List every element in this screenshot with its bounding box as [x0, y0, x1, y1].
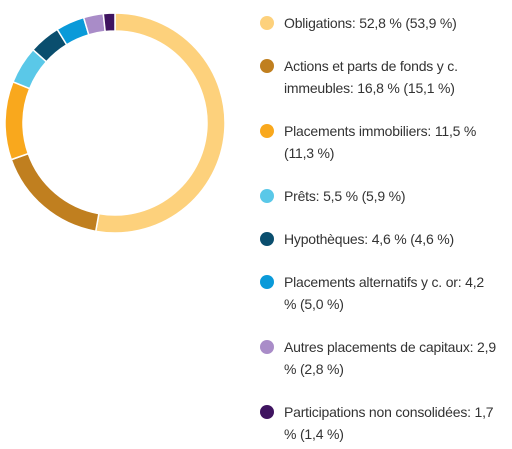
legend-text: Participations non consolidées: 1,7 % (1… [284, 401, 499, 445]
legend-swatch [260, 340, 274, 354]
legend-label: Placements immobiliers: [284, 123, 432, 139]
previous-label: (11,3 %) [284, 145, 335, 161]
value-label: 1,7 % [284, 404, 494, 442]
legend-item: Obligations: 52,8 % (53,9 %) [260, 12, 510, 34]
donut-slice [94, 12, 226, 234]
legend-label: Hypothèques: [284, 231, 368, 247]
value-label: 52,8 % [359, 15, 402, 31]
value-label: 4,2 % [284, 274, 485, 312]
donut-slice [10, 152, 100, 233]
legend-item: Prêts: 5,5 % (5,9 %) [260, 185, 510, 207]
legend-label: Autres placements de capitaux: [284, 339, 474, 355]
donut-slice [102, 12, 116, 33]
legend-label: Actions et parts de fonds y c. immeubles… [284, 58, 458, 96]
legend-text: Placements immobiliers: 11,5 % (11,3 %) [284, 120, 499, 164]
legend-text: Obligations: 52,8 % (53,9 %) [284, 12, 499, 34]
value-label: 16,8 % [357, 80, 400, 96]
legend-item: Placements alternatifs y c. or: 4,2 % (5… [260, 271, 510, 315]
legend-text: Hypothèques: 4,6 % (4,6 %) [284, 228, 499, 250]
legend-label: Prêts: [284, 188, 320, 204]
value-label: 2,9 % [284, 339, 496, 377]
legend-label: Participations non consolidées: [284, 404, 471, 420]
previous-label: (2,8 %) [299, 361, 344, 377]
legend-swatch [260, 16, 274, 30]
legend-text: Prêts: 5,5 % (5,9 %) [284, 185, 499, 207]
legend-label: Obligations: [284, 15, 356, 31]
legend-swatch [260, 275, 274, 289]
legend: Obligations: 52,8 % (53,9 %) Actions et p… [260, 12, 510, 445]
legend-swatch [260, 59, 274, 73]
previous-label: (5,9 %) [361, 188, 406, 204]
legend-item: Autres placements de capitaux: 2,9 % (2,… [260, 336, 510, 380]
legend-swatch [260, 405, 274, 419]
legend-text: Autres placements de capitaux: 2,9 % (2,… [284, 336, 499, 380]
legend-item: Participations non consolidées: 1,7 % (1… [260, 401, 510, 445]
previous-label: (1,4 %) [299, 426, 344, 442]
legend-item: Hypothèques: 4,6 % (4,6 %) [260, 228, 510, 250]
legend-label: Placements alternatifs y c. or: [284, 274, 462, 290]
previous-label: (5,0 %) [299, 296, 344, 312]
legend-swatch [260, 189, 274, 203]
value-label: 5,5 % [323, 188, 358, 204]
value-label: 11,5 % [434, 123, 477, 139]
legend-swatch [260, 232, 274, 246]
legend-item: Actions et parts de fonds y c. immeubles… [260, 55, 510, 99]
legend-item: Placements immobiliers: 11,5 % (11,3 %) [260, 120, 510, 164]
previous-label: (15,1 %) [403, 80, 455, 96]
legend-swatch [260, 124, 274, 138]
previous-label: (4,6 %) [410, 231, 454, 247]
donut-chart [4, 12, 226, 234]
legend-text: Placements alternatifs y c. or: 4,2 % (5… [284, 271, 499, 315]
previous-label: (53,9 %) [405, 15, 457, 31]
legend-text: Actions et parts de fonds y c. immeubles… [284, 55, 499, 99]
value-label: 4,6 % [371, 231, 407, 247]
donut-slice [4, 80, 31, 161]
